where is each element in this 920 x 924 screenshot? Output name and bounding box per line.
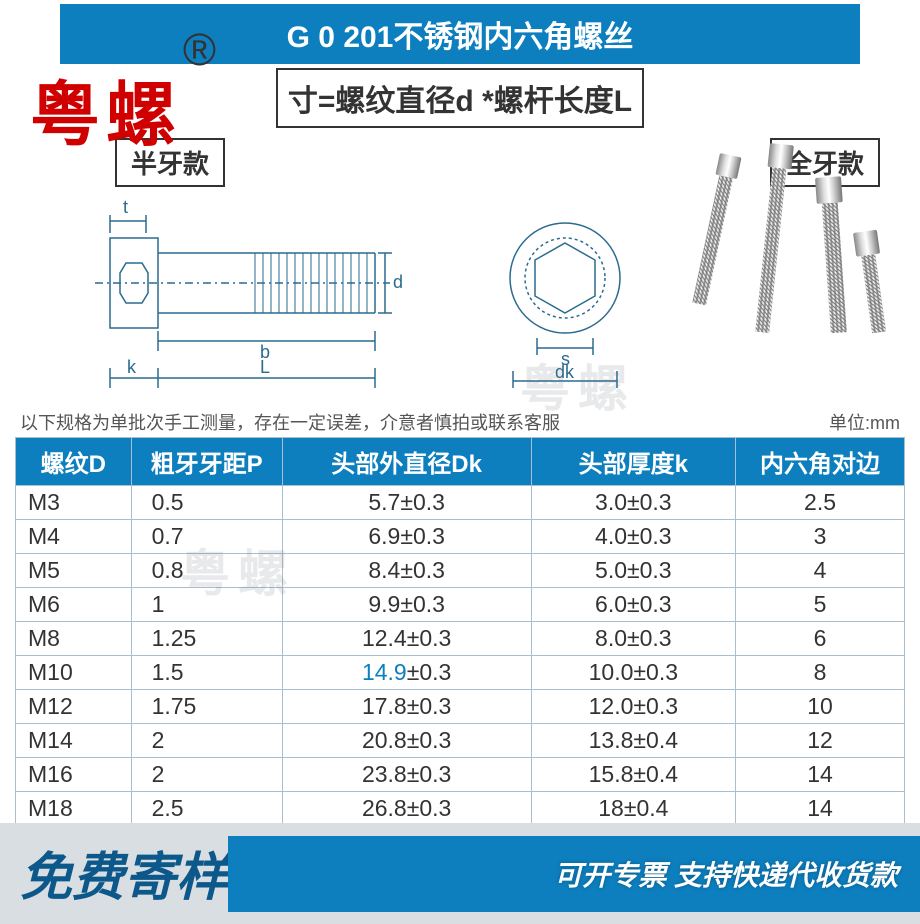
product-title-bar: G 0 201不锈钢内六角螺丝 — [60, 4, 860, 64]
table-cell: 5.7±0.3 — [282, 486, 531, 520]
screw-photo — [670, 138, 900, 348]
table-cell: 8.4±0.3 — [282, 554, 531, 588]
table-cell: 15.8±0.4 — [531, 758, 735, 792]
table-row: M182.526.8±0.318±0.414 — [16, 792, 905, 826]
table-row: M101.514.9±0.310.0±0.38 — [16, 656, 905, 690]
measurement-note: 以下规格为单批次手工测量，存在一定误差，介意者慎拍或联系客服 单位:mm — [0, 403, 920, 437]
table-cell: 14 — [736, 792, 905, 826]
free-sample-text: 免费寄样 — [20, 835, 228, 910]
col-header: 螺纹D — [16, 438, 132, 486]
table-cell: 6.9±0.3 — [282, 520, 531, 554]
table-cell: 12.0±0.3 — [531, 690, 735, 724]
table-cell: 23.8±0.3 — [282, 758, 531, 792]
table-cell: 1.25 — [131, 622, 282, 656]
table-cell: 4.0±0.3 — [531, 520, 735, 554]
table-cell: 13.8±0.4 — [531, 724, 735, 758]
table-cell: 5 — [736, 588, 905, 622]
table-row: M40.76.9±0.34.0±0.33 — [16, 520, 905, 554]
table-cell: 1.5 — [131, 656, 282, 690]
table-cell: 2.5 — [131, 792, 282, 826]
dim-k: k — [127, 357, 137, 377]
col-header: 粗牙牙距P — [131, 438, 282, 486]
brand-watermark: 粤螺 ® — [30, 59, 182, 160]
table-cell: M3 — [16, 486, 132, 520]
spec-table: 螺纹D粗牙牙距P头部外直径Dk头部厚度k内六角对边 M30.55.7±0.33.… — [15, 437, 905, 826]
table-cell: 12 — [736, 724, 905, 758]
faint-watermark-1: 粤螺 — [520, 349, 636, 421]
dim-t: t — [123, 197, 128, 217]
table-cell: 8.0±0.3 — [531, 622, 735, 656]
table-cell: 10 — [736, 690, 905, 724]
table-cell: M18 — [16, 792, 132, 826]
col-header: 头部外直径Dk — [282, 438, 531, 486]
dim-d: d — [393, 272, 403, 292]
table-cell: 9.9±0.3 — [282, 588, 531, 622]
table-cell: 2 — [131, 758, 282, 792]
table-cell: 2.5 — [736, 486, 905, 520]
registered-icon: ® — [183, 24, 222, 76]
table-cell: 17.8±0.3 — [282, 690, 531, 724]
table-cell: 6 — [736, 622, 905, 656]
table-row: M30.55.7±0.33.0±0.32.5 — [16, 486, 905, 520]
table-row: M14220.8±0.313.8±0.412 — [16, 724, 905, 758]
diagram-section: 半牙款 全牙款 — [0, 128, 920, 403]
faint-watermark-2: 粤螺 — [180, 534, 296, 606]
table-cell: M10 — [16, 656, 132, 690]
col-header: 内六角对边 — [736, 438, 905, 486]
brand-text: 粤螺 — [30, 76, 182, 154]
table-cell: M6 — [16, 588, 132, 622]
table-cell: 5.0±0.3 — [531, 554, 735, 588]
dim-L: L — [260, 357, 270, 377]
table-row: M16223.8±0.315.8±0.414 — [16, 758, 905, 792]
table-cell: 2 — [131, 724, 282, 758]
table-row: M121.7517.8±0.312.0±0.310 — [16, 690, 905, 724]
footer-bar: 免费寄样 可开专票 支持快递代收货款 — [0, 823, 920, 924]
note-unit: 单位:mm — [829, 409, 900, 435]
side-view-diagram: t d b k L — [20, 138, 470, 393]
table-cell: M4 — [16, 520, 132, 554]
table-cell: M8 — [16, 622, 132, 656]
invoice-cod-text: 可开专票 支持快递代收货款 — [228, 836, 920, 912]
dimension-formula-bar: 寸=螺纹直径d *螺杆长度L — [276, 68, 644, 128]
table-cell: 20.8±0.3 — [282, 724, 531, 758]
table-cell: 3 — [736, 520, 905, 554]
table-cell: 14 — [736, 758, 905, 792]
table-cell: M14 — [16, 724, 132, 758]
table-cell: 26.8±0.3 — [282, 792, 531, 826]
table-cell: 10.0±0.3 — [531, 656, 735, 690]
table-cell: 1.75 — [131, 690, 282, 724]
note-left: 以下规格为单批次手工测量，存在一定误差，介意者慎拍或联系客服 — [20, 409, 560, 435]
table-cell: M16 — [16, 758, 132, 792]
table-cell: 18±0.4 — [531, 792, 735, 826]
table-row: M81.2512.4±0.38.0±0.36 — [16, 622, 905, 656]
table-cell: 3.0±0.3 — [531, 486, 735, 520]
table-cell: M5 — [16, 554, 132, 588]
table-cell: 12.4±0.3 — [282, 622, 531, 656]
table-cell: 0.5 — [131, 486, 282, 520]
table-cell: 4 — [736, 554, 905, 588]
table-cell: 6.0±0.3 — [531, 588, 735, 622]
col-header: 头部厚度k — [531, 438, 735, 486]
table-row: M50.88.4±0.35.0±0.34 — [16, 554, 905, 588]
table-cell: M12 — [16, 690, 132, 724]
table-cell: 8 — [736, 656, 905, 690]
table-row: M619.9±0.36.0±0.35 — [16, 588, 905, 622]
table-cell: 14.9±0.3 — [282, 656, 531, 690]
